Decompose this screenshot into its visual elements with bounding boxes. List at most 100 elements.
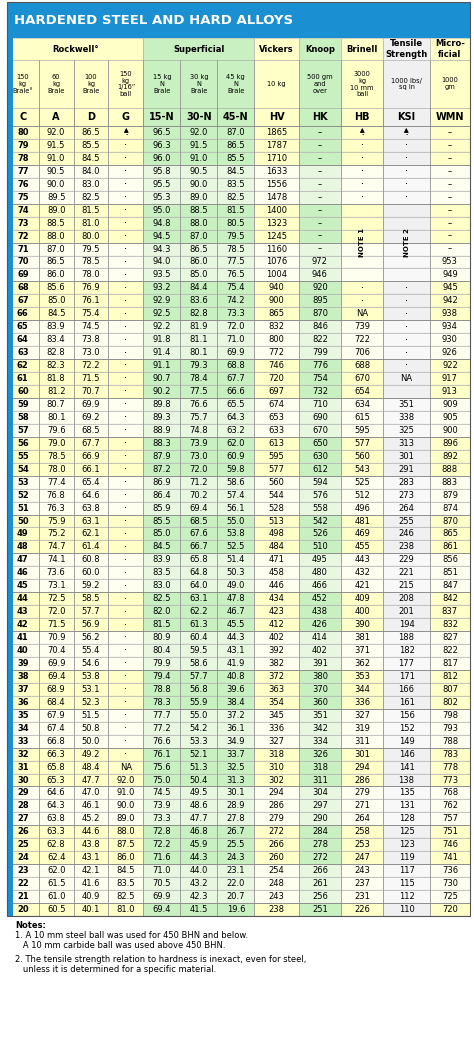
Text: 78.0: 78.0 [47, 464, 65, 474]
Bar [73, 450, 109, 463]
Text: 22: 22 [17, 879, 29, 888]
Bar [299, 346, 341, 359]
Text: 83.0: 83.0 [82, 180, 100, 189]
Text: ·: · [124, 167, 128, 176]
Bar [299, 38, 341, 60]
Text: ·: · [124, 684, 128, 695]
Bar [143, 800, 181, 812]
Bar [299, 696, 341, 708]
Text: ▲: ▲ [404, 129, 409, 133]
Bar [383, 108, 430, 126]
Bar [218, 877, 255, 890]
Bar [7, 786, 39, 800]
Bar [341, 152, 383, 165]
Bar [341, 566, 383, 580]
Text: 63.2: 63.2 [227, 425, 245, 435]
Text: 156: 156 [399, 711, 414, 720]
Text: 469: 469 [354, 529, 370, 539]
Text: 63.1: 63.1 [190, 594, 208, 604]
Bar [7, 800, 39, 812]
Bar [299, 670, 341, 683]
Bar [430, 437, 470, 450]
Text: 558: 558 [312, 503, 328, 512]
Bar [181, 178, 218, 191]
Bar [7, 203, 39, 217]
Text: 945: 945 [442, 283, 458, 292]
Bar [143, 592, 181, 605]
Text: 85.5: 85.5 [227, 154, 245, 162]
Text: 95.3: 95.3 [153, 193, 171, 201]
Text: 318: 318 [312, 763, 328, 771]
Bar [255, 800, 299, 812]
Text: 528: 528 [269, 503, 284, 512]
Bar [39, 761, 73, 773]
Bar [299, 773, 341, 786]
Bar [341, 851, 383, 865]
Bar [7, 372, 39, 385]
Text: 634: 634 [354, 400, 370, 409]
Text: 23.1: 23.1 [227, 867, 245, 875]
Text: 81.1: 81.1 [190, 335, 208, 344]
Text: –: – [448, 219, 452, 227]
Text: 400: 400 [354, 607, 370, 616]
Text: 949: 949 [442, 270, 458, 280]
Bar [73, 152, 109, 165]
Text: 78.4: 78.4 [190, 374, 208, 383]
Text: 65.8: 65.8 [190, 555, 208, 565]
Bar [181, 203, 218, 217]
Bar [39, 838, 73, 851]
Text: 576: 576 [312, 490, 328, 500]
Text: 72.0: 72.0 [47, 607, 65, 616]
Text: 87.5: 87.5 [117, 840, 135, 849]
Bar [255, 747, 299, 761]
Text: 710: 710 [312, 400, 328, 409]
Text: 260: 260 [269, 853, 284, 863]
Bar [39, 515, 73, 527]
Text: –: – [318, 167, 322, 176]
Bar [218, 139, 255, 152]
Bar [218, 294, 255, 307]
Bar [143, 826, 181, 838]
Text: 123: 123 [399, 840, 414, 849]
Bar [255, 735, 299, 747]
Text: 81.5: 81.5 [227, 205, 245, 215]
Bar [430, 256, 470, 268]
Text: 560: 560 [354, 452, 370, 461]
Bar [39, 242, 73, 256]
Text: 67.7: 67.7 [82, 439, 100, 447]
Text: –: – [448, 154, 452, 162]
Text: 78.5: 78.5 [82, 258, 100, 266]
Text: 71.5: 71.5 [82, 374, 100, 383]
Text: 87.9: 87.9 [153, 452, 171, 461]
Text: 53.3: 53.3 [190, 737, 208, 746]
Text: 741: 741 [442, 853, 458, 863]
Text: 247: 247 [354, 853, 370, 863]
Text: ·: · [124, 646, 128, 655]
Text: 74: 74 [17, 205, 28, 215]
Text: –: – [448, 232, 452, 241]
Text: ·: · [124, 399, 128, 410]
Text: 78.0: 78.0 [82, 270, 100, 280]
Bar [299, 307, 341, 321]
Text: 72.8: 72.8 [153, 827, 171, 836]
Text: ·: · [124, 322, 128, 332]
Text: 56.1: 56.1 [227, 503, 245, 512]
Bar [109, 450, 143, 463]
Text: 52.5: 52.5 [227, 543, 245, 551]
Bar [430, 282, 470, 294]
Bar [109, 346, 143, 359]
Text: NOTE 2: NOTE 2 [403, 228, 410, 257]
Bar [143, 203, 181, 217]
Text: 922: 922 [442, 362, 458, 370]
Text: 166: 166 [399, 684, 415, 694]
Text: 81.5: 81.5 [153, 620, 171, 629]
Bar [430, 527, 470, 541]
Bar [181, 851, 218, 865]
Bar [383, 838, 430, 851]
Text: –: – [318, 128, 322, 137]
Bar [73, 385, 109, 398]
Text: 362: 362 [354, 659, 370, 668]
Bar [73, 722, 109, 735]
Bar [341, 553, 383, 566]
Bar [341, 38, 383, 60]
